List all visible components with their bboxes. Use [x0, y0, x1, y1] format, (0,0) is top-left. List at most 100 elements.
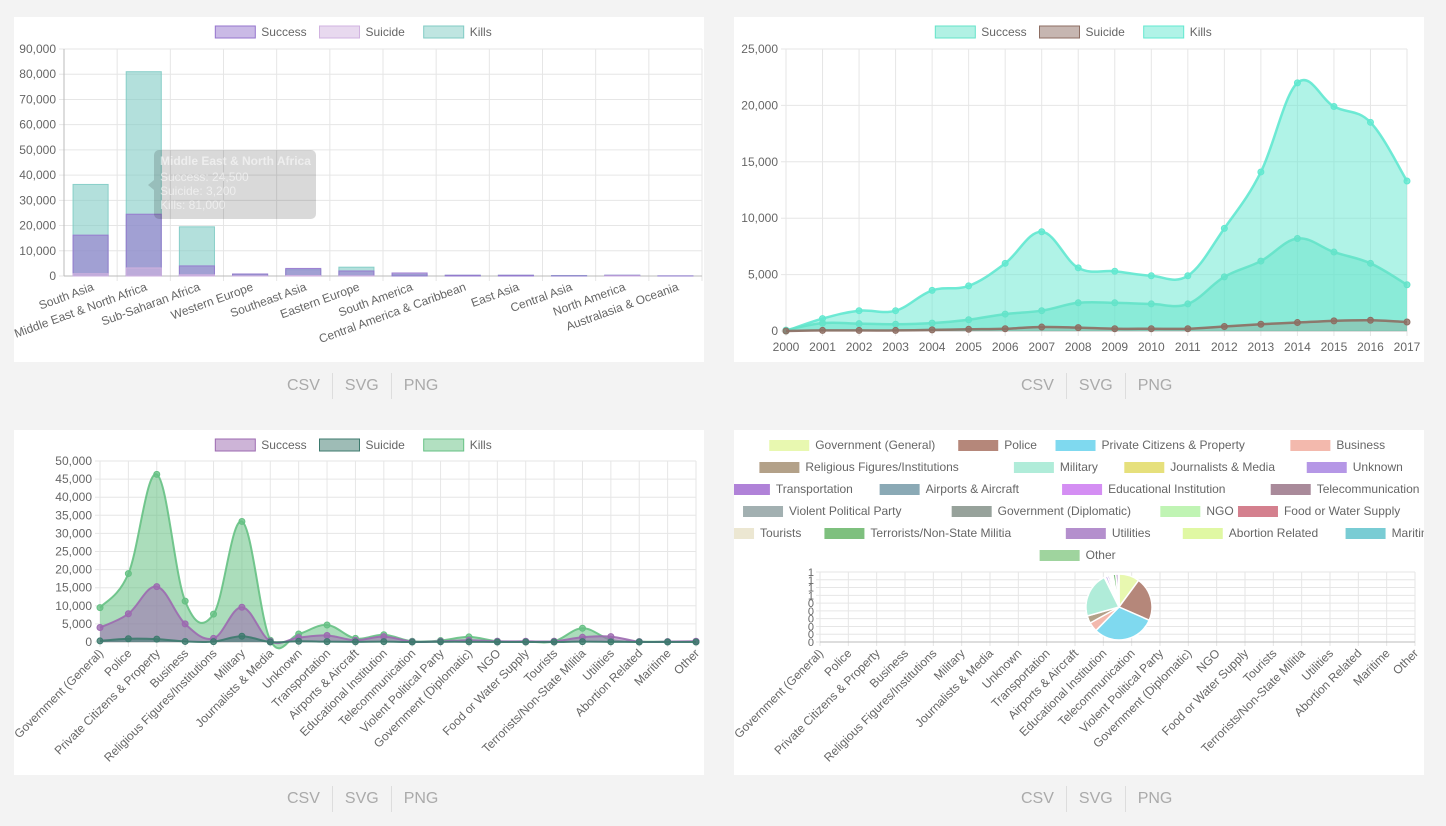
x-tick-label: 2005 [955, 340, 982, 354]
y-tick-label: 0 [85, 635, 92, 649]
legend-label: Other [1086, 548, 1116, 562]
legend-swatch [743, 506, 784, 517]
y-tick-label: 15,000 [55, 581, 92, 595]
point-suicide [153, 635, 161, 643]
bar-success [444, 274, 481, 277]
legend-swatch [734, 484, 770, 495]
y-tick-label: 80,000 [19, 67, 56, 81]
point-success [1220, 273, 1228, 281]
y-tick-label: 0 [808, 621, 814, 633]
divider [331, 786, 333, 812]
legend-label: Kills [1190, 25, 1212, 39]
point-success [124, 610, 132, 618]
target-area-chart: Success Suicide Kills 0 5,000 10,000 15,000 20,… [14, 438, 702, 765]
point-success [1293, 235, 1301, 243]
bar-success [338, 270, 375, 277]
png-button[interactable]: PNG [1137, 790, 1173, 807]
legend-swatch [734, 528, 755, 539]
point-kills [1111, 267, 1119, 275]
legend-label: Business [1336, 438, 1385, 452]
y-tick-label: 25,000 [55, 545, 92, 559]
legend-label: Kills [470, 25, 492, 39]
legend-label: Tourists [760, 526, 801, 540]
point-suicide [96, 637, 104, 645]
point-success [1366, 259, 1374, 267]
legend-label: Religious Figures/Institutions [805, 460, 958, 474]
y-tick-label: 5,000 [748, 268, 778, 282]
svg-button[interactable]: SVG [1078, 377, 1113, 394]
point-suicide [437, 638, 445, 646]
export-bar-pie: CSV SVG PNG [1009, 786, 1184, 812]
svg-button[interactable]: SVG [1078, 790, 1113, 807]
export-bar-year: CSV SVG PNG [1009, 373, 1184, 399]
legend-label: Transportation [776, 482, 853, 496]
csv-button[interactable]: CSV [1021, 377, 1054, 394]
y-tick-label: 70,000 [19, 92, 56, 106]
legend-label: Telecommunication [1317, 482, 1420, 496]
bar-success [285, 267, 322, 277]
y-tick-label: 5,000 [62, 617, 92, 631]
legend-swatch [1270, 484, 1311, 495]
legend-label: Educational Institution [1108, 482, 1225, 496]
legend-swatch [1055, 440, 1096, 451]
point-suicide [855, 326, 863, 334]
divider [1065, 373, 1067, 399]
legend-label: NGO [1206, 504, 1233, 518]
point-kills [181, 597, 189, 605]
point-success [1038, 307, 1046, 315]
point-suicide [323, 638, 331, 646]
png-button[interactable]: PNG [403, 377, 439, 394]
point-kills [1220, 224, 1228, 232]
bar-suicide [72, 273, 109, 277]
point-kills [855, 307, 863, 315]
bar-success [497, 274, 534, 277]
y-tick-label: 0 [771, 324, 778, 338]
point-kills [578, 624, 586, 632]
y-tick-label: 35,000 [55, 508, 92, 522]
x-tick-label: 2012 [1211, 340, 1238, 354]
png-button[interactable]: PNG [1137, 377, 1173, 394]
legend-label: Maritime [1392, 526, 1424, 540]
svg-button[interactable]: SVG [344, 790, 379, 807]
legend-label: Police [1004, 438, 1037, 452]
csv-button[interactable]: CSV [287, 377, 320, 394]
bar-suicide [178, 274, 215, 277]
chart-panel-pie: Government (General) Police Private Citize… [734, 430, 1424, 775]
y-tick-label: 10,000 [741, 211, 778, 225]
legend-swatch [1062, 484, 1103, 495]
point-suicide [1220, 322, 1228, 330]
export-bar-target: CSV SVG PNG [275, 786, 450, 812]
legend-label: Military [1060, 460, 1098, 474]
point-suicide [1001, 325, 1009, 333]
tooltip-caret [148, 180, 154, 190]
legend-swatch [1182, 528, 1223, 539]
legend-swatch [214, 25, 256, 39]
bar-suicide [285, 274, 322, 277]
point-kills [96, 604, 104, 612]
y-tick-label: 0 [808, 606, 814, 618]
point-kills [153, 470, 161, 478]
divider [331, 373, 333, 399]
csv-button[interactable]: CSV [287, 790, 320, 807]
tooltip-line: Suicide: 3,200 [160, 184, 236, 198]
x-tick-label: 2004 [919, 340, 946, 354]
y-tick-label: 30,000 [55, 526, 92, 540]
divider [1065, 786, 1067, 812]
csv-button[interactable]: CSV [1021, 790, 1054, 807]
point-suicide [892, 326, 900, 334]
legend-swatch [1039, 550, 1080, 561]
x-tick-label: 2001 [809, 340, 836, 354]
legend-swatch [951, 506, 992, 517]
tooltip-line: Kills: 81,000 [160, 198, 226, 212]
legend-swatch [423, 25, 465, 39]
x-tick-label: Other [671, 646, 702, 677]
png-button[interactable]: PNG [403, 790, 439, 807]
x-tick-label: 2013 [1248, 340, 1275, 354]
x-tick-label: 2015 [1321, 340, 1348, 354]
point-suicide [819, 326, 827, 334]
svg-button[interactable]: SVG [344, 377, 379, 394]
point-success [96, 624, 104, 632]
x-tick-label: 2011 [1175, 340, 1201, 354]
area-success [786, 238, 1407, 331]
point-success [1403, 281, 1411, 289]
